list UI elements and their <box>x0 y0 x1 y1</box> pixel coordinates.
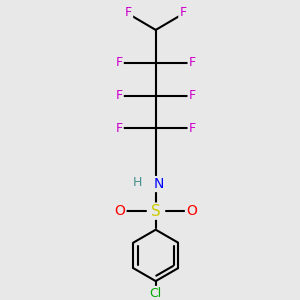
Text: F: F <box>116 56 123 69</box>
Text: F: F <box>125 6 132 19</box>
Text: F: F <box>189 56 196 69</box>
Text: F: F <box>189 122 196 135</box>
Text: F: F <box>189 89 196 102</box>
Text: F: F <box>179 6 186 19</box>
Text: H: H <box>133 176 142 189</box>
Text: F: F <box>116 89 123 102</box>
Text: S: S <box>151 204 160 219</box>
Text: N: N <box>153 177 164 191</box>
Text: Cl: Cl <box>150 287 162 300</box>
Text: O: O <box>186 204 197 218</box>
Text: O: O <box>115 204 125 218</box>
Text: F: F <box>116 122 123 135</box>
